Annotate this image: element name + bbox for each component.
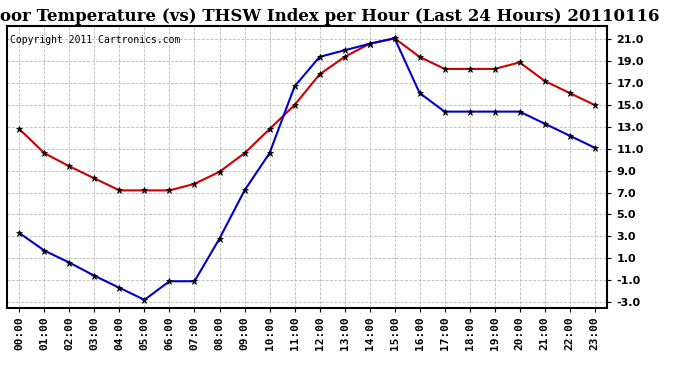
Title: Outdoor Temperature (vs) THSW Index per Hour (Last 24 Hours) 20110116: Outdoor Temperature (vs) THSW Index per … bbox=[0, 8, 660, 25]
Text: Copyright 2011 Cartronics.com: Copyright 2011 Cartronics.com bbox=[10, 35, 180, 45]
